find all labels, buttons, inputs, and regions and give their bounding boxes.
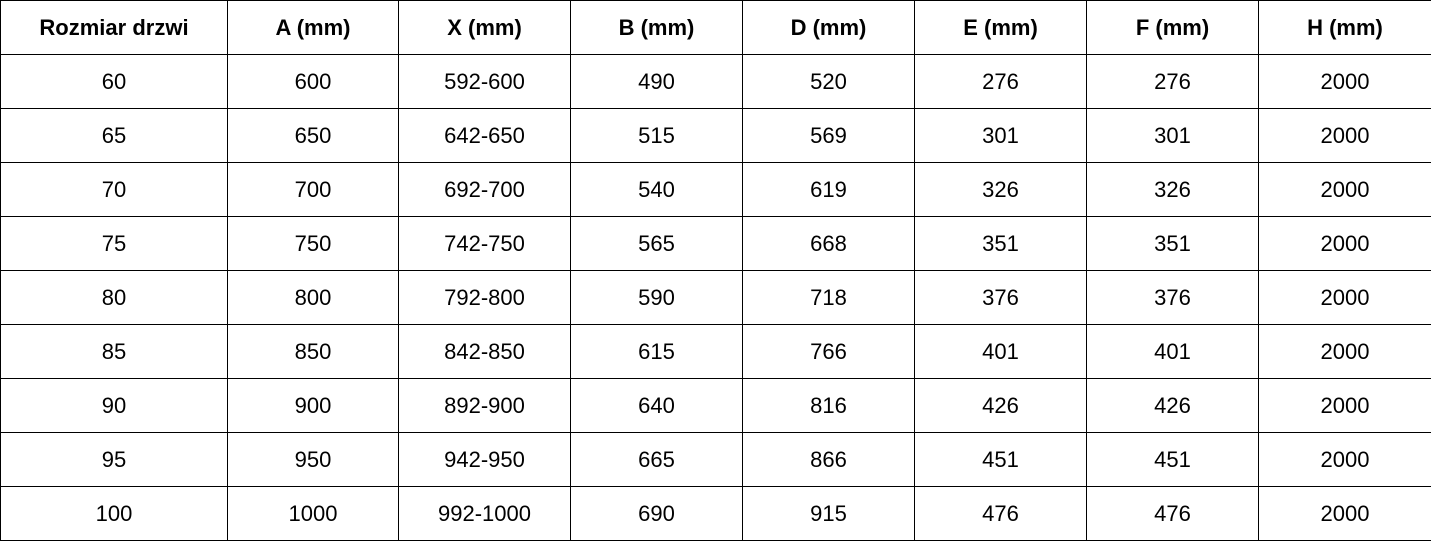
table-cell: 2000 xyxy=(1258,108,1431,163)
table-cell: 95 xyxy=(0,432,228,487)
table-row: 70 700 692-700 540 619 326 326 2000 xyxy=(0,162,1431,217)
table-cell: 100 xyxy=(0,486,228,541)
table-row: 100 1000 992-1000 690 915 476 476 2000 xyxy=(0,486,1431,541)
table-cell: 426 xyxy=(1086,378,1259,433)
table-cell: 792-800 xyxy=(398,270,571,325)
table-cell: 615 xyxy=(570,324,743,379)
column-header: H (mm) xyxy=(1258,0,1431,55)
table-cell: 718 xyxy=(742,270,915,325)
header-row: Rozmiar drzwi A (mm) X (mm) B (mm) D (mm) E (… xyxy=(0,0,1431,55)
table-row: 85 850 842-850 615 766 401 401 2000 xyxy=(0,324,1431,379)
table-cell: 476 xyxy=(914,486,1087,541)
table-row: 95 950 942-950 665 866 451 451 2000 xyxy=(0,432,1431,487)
table-cell: 326 xyxy=(914,162,1087,217)
table-cell: 351 xyxy=(1086,216,1259,271)
table-cell: 742-750 xyxy=(398,216,571,271)
table-cell: 276 xyxy=(914,54,1087,109)
table-cell: 915 xyxy=(742,486,915,541)
table-cell: 2000 xyxy=(1258,486,1431,541)
table-cell: 692-700 xyxy=(398,162,571,217)
table-cell: 850 xyxy=(227,324,399,379)
table-cell: 65 xyxy=(0,108,228,163)
column-header: A (mm) xyxy=(227,0,399,55)
table-cell: 766 xyxy=(742,324,915,379)
table-cell: 426 xyxy=(914,378,1087,433)
column-header: E (mm) xyxy=(914,0,1087,55)
table-cell: 490 xyxy=(570,54,743,109)
table-cell: 326 xyxy=(1086,162,1259,217)
table-cell: 60 xyxy=(0,54,228,109)
column-header: F (mm) xyxy=(1086,0,1259,55)
table-cell: 950 xyxy=(227,432,399,487)
table-cell: 515 xyxy=(570,108,743,163)
column-header: B (mm) xyxy=(570,0,743,55)
table-cell: 376 xyxy=(1086,270,1259,325)
table-cell: 2000 xyxy=(1258,378,1431,433)
table-cell: 642-650 xyxy=(398,108,571,163)
table-cell: 866 xyxy=(742,432,915,487)
table-cell: 900 xyxy=(227,378,399,433)
table-cell: 2000 xyxy=(1258,432,1431,487)
table-cell: 90 xyxy=(0,378,228,433)
table-row: 75 750 742-750 565 668 351 351 2000 xyxy=(0,216,1431,271)
table-cell: 2000 xyxy=(1258,216,1431,271)
table-cell: 75 xyxy=(0,216,228,271)
table-cell: 70 xyxy=(0,162,228,217)
table-cell: 2000 xyxy=(1258,54,1431,109)
table-cell: 520 xyxy=(742,54,915,109)
table-cell: 690 xyxy=(570,486,743,541)
table-cell: 668 xyxy=(742,216,915,271)
table-cell: 401 xyxy=(1086,324,1259,379)
table-cell: 665 xyxy=(570,432,743,487)
column-header: X (mm) xyxy=(398,0,571,55)
table-cell: 401 xyxy=(914,324,1087,379)
column-header: D (mm) xyxy=(742,0,915,55)
table-cell: 565 xyxy=(570,216,743,271)
table-cell: 476 xyxy=(1086,486,1259,541)
table-cell: 276 xyxy=(1086,54,1259,109)
table-cell: 600 xyxy=(227,54,399,109)
column-header: Rozmiar drzwi xyxy=(0,0,228,55)
table-cell: 376 xyxy=(914,270,1087,325)
table-cell: 569 xyxy=(742,108,915,163)
table-cell: 800 xyxy=(227,270,399,325)
table-cell: 85 xyxy=(0,324,228,379)
table-row: 90 900 892-900 640 816 426 426 2000 xyxy=(0,378,1431,433)
table-cell: 540 xyxy=(570,162,743,217)
table-row: 60 600 592-600 490 520 276 276 2000 xyxy=(0,54,1431,109)
table-cell: 892-900 xyxy=(398,378,571,433)
table-cell: 2000 xyxy=(1258,324,1431,379)
table-cell: 2000 xyxy=(1258,270,1431,325)
table-cell: 301 xyxy=(1086,108,1259,163)
table-row: 65 650 642-650 515 569 301 301 2000 xyxy=(0,108,1431,163)
table-cell: 2000 xyxy=(1258,162,1431,217)
table-cell: 816 xyxy=(742,378,915,433)
table-row: 80 800 792-800 590 718 376 376 2000 xyxy=(0,270,1431,325)
table-cell: 80 xyxy=(0,270,228,325)
table-cell: 650 xyxy=(227,108,399,163)
table-cell: 590 xyxy=(570,270,743,325)
table-cell: 619 xyxy=(742,162,915,217)
table-cell: 942-950 xyxy=(398,432,571,487)
table-cell: 640 xyxy=(570,378,743,433)
table-cell: 992-1000 xyxy=(398,486,571,541)
table-cell: 351 xyxy=(914,216,1087,271)
table-cell: 842-850 xyxy=(398,324,571,379)
table-cell: 750 xyxy=(227,216,399,271)
table-cell: 451 xyxy=(914,432,1087,487)
table-cell: 700 xyxy=(227,162,399,217)
table-cell: 451 xyxy=(1086,432,1259,487)
table-cell: 1000 xyxy=(227,486,399,541)
table-cell: 301 xyxy=(914,108,1087,163)
table-cell: 592-600 xyxy=(398,54,571,109)
